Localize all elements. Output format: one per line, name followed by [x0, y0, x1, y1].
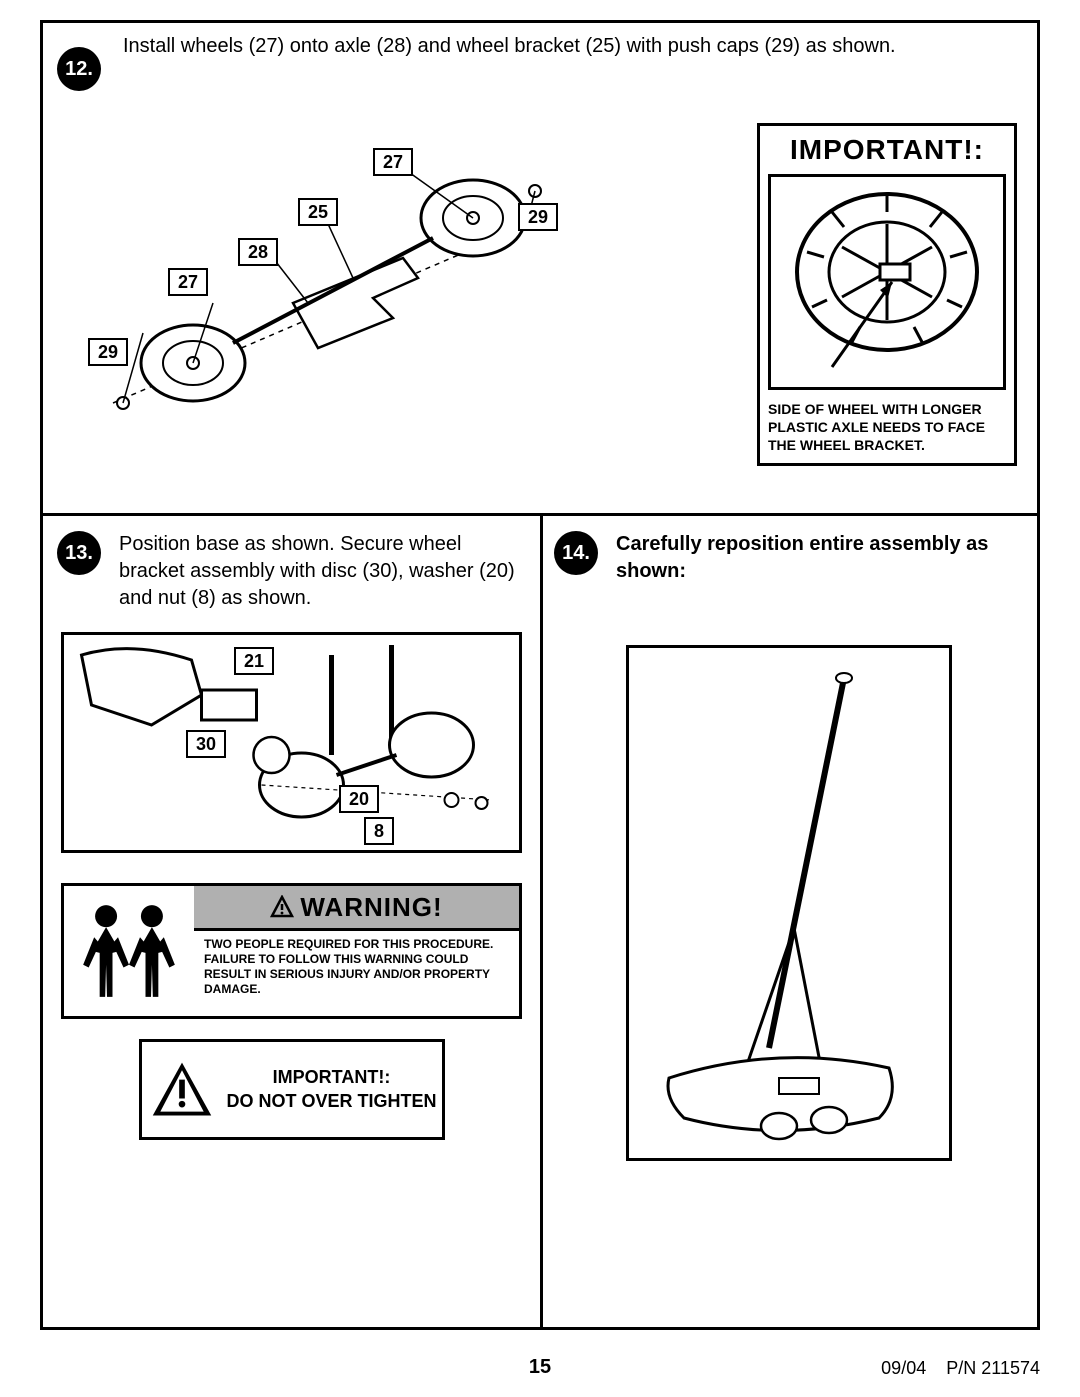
- part-number-label: P/N: [946, 1358, 976, 1378]
- callout-21: 21: [234, 647, 274, 675]
- important-tighten-box: IMPORTANT!: DO NOT OVER TIGHTEN: [139, 1039, 445, 1140]
- important-wheel-title: IMPORTANT!:: [768, 134, 1006, 166]
- step-14-number: 14.: [562, 542, 590, 565]
- step-13-bullet: 13.: [57, 531, 101, 575]
- diagram-step-14: [626, 645, 952, 1161]
- page-date: 09/04: [881, 1358, 926, 1378]
- diagram-step-13: 21 30 20 8: [61, 632, 522, 853]
- warning-box: WARNING! TWO PEOPLE REQUIRED FOR THIS PR…: [61, 883, 522, 1019]
- caution-triangle-icon: [142, 1042, 222, 1137]
- warning-body: TWO PEOPLE REQUIRED FOR THIS PROCEDURE. …: [194, 931, 519, 1016]
- warning-content: WARNING! TWO PEOPLE REQUIRED FOR THIS PR…: [194, 886, 519, 1016]
- important-wheel-box: IMPORTANT!:: [757, 123, 1017, 466]
- diagram-step-12: 29 27 28 25 27 29: [73, 103, 633, 433]
- callout-29-left: 29: [88, 338, 128, 366]
- step-12-number: 12.: [65, 58, 93, 81]
- step-12-instruction: Install wheels (27) onto axle (28) and w…: [123, 33, 1017, 60]
- important-tighten-title: IMPORTANT!:: [273, 1066, 391, 1089]
- step-13-number: 13.: [65, 542, 93, 565]
- section-step-13: 13. Position base as shown. Secure wheel…: [43, 513, 540, 1327]
- important-wheel-caption: SIDE OF WHEEL WITH LONGER PLASTIC AXLE N…: [768, 400, 1006, 455]
- wheel-assembly-illustration: [73, 103, 633, 433]
- important-wheel-illustration: [768, 174, 1006, 390]
- step-14-instruction: Carefully reposition entire assembly as …: [616, 531, 1019, 585]
- important-tighten-text: IMPORTANT!: DO NOT OVER TIGHTEN: [222, 1042, 442, 1137]
- page: 12. Install wheels (27) onto axle (28) a…: [0, 0, 1080, 1397]
- callout-20: 20: [339, 785, 379, 813]
- callout-27-right: 27: [373, 148, 413, 176]
- important-tighten-body: DO NOT OVER TIGHTEN: [226, 1090, 436, 1113]
- callout-30: 30: [186, 730, 226, 758]
- warning-title: WARNING!: [300, 892, 442, 923]
- page-frame: 12. Install wheels (27) onto axle (28) a…: [40, 20, 1040, 1330]
- section-step-12: 12. Install wheels (27) onto axle (28) a…: [43, 23, 1037, 513]
- callout-29-right: 29: [518, 203, 558, 231]
- step-14-bullet: 14.: [554, 531, 598, 575]
- warning-triangle-icon: [270, 895, 294, 919]
- callout-25: 25: [298, 198, 338, 226]
- callout-28: 28: [238, 238, 278, 266]
- page-meta: 09/04 P/N 211574: [881, 1358, 1040, 1379]
- section-step-14: 14. Carefully reposition entire assembly…: [540, 513, 1037, 1327]
- part-number: 211574: [981, 1358, 1040, 1378]
- two-person-icon: [64, 886, 194, 1016]
- callout-8: 8: [364, 817, 394, 845]
- callout-27-left: 27: [168, 268, 208, 296]
- step-13-instruction: Position base as shown. Secure wheel bra…: [119, 531, 522, 612]
- warning-header: WARNING!: [194, 886, 519, 931]
- step-12-bullet: 12.: [57, 47, 101, 91]
